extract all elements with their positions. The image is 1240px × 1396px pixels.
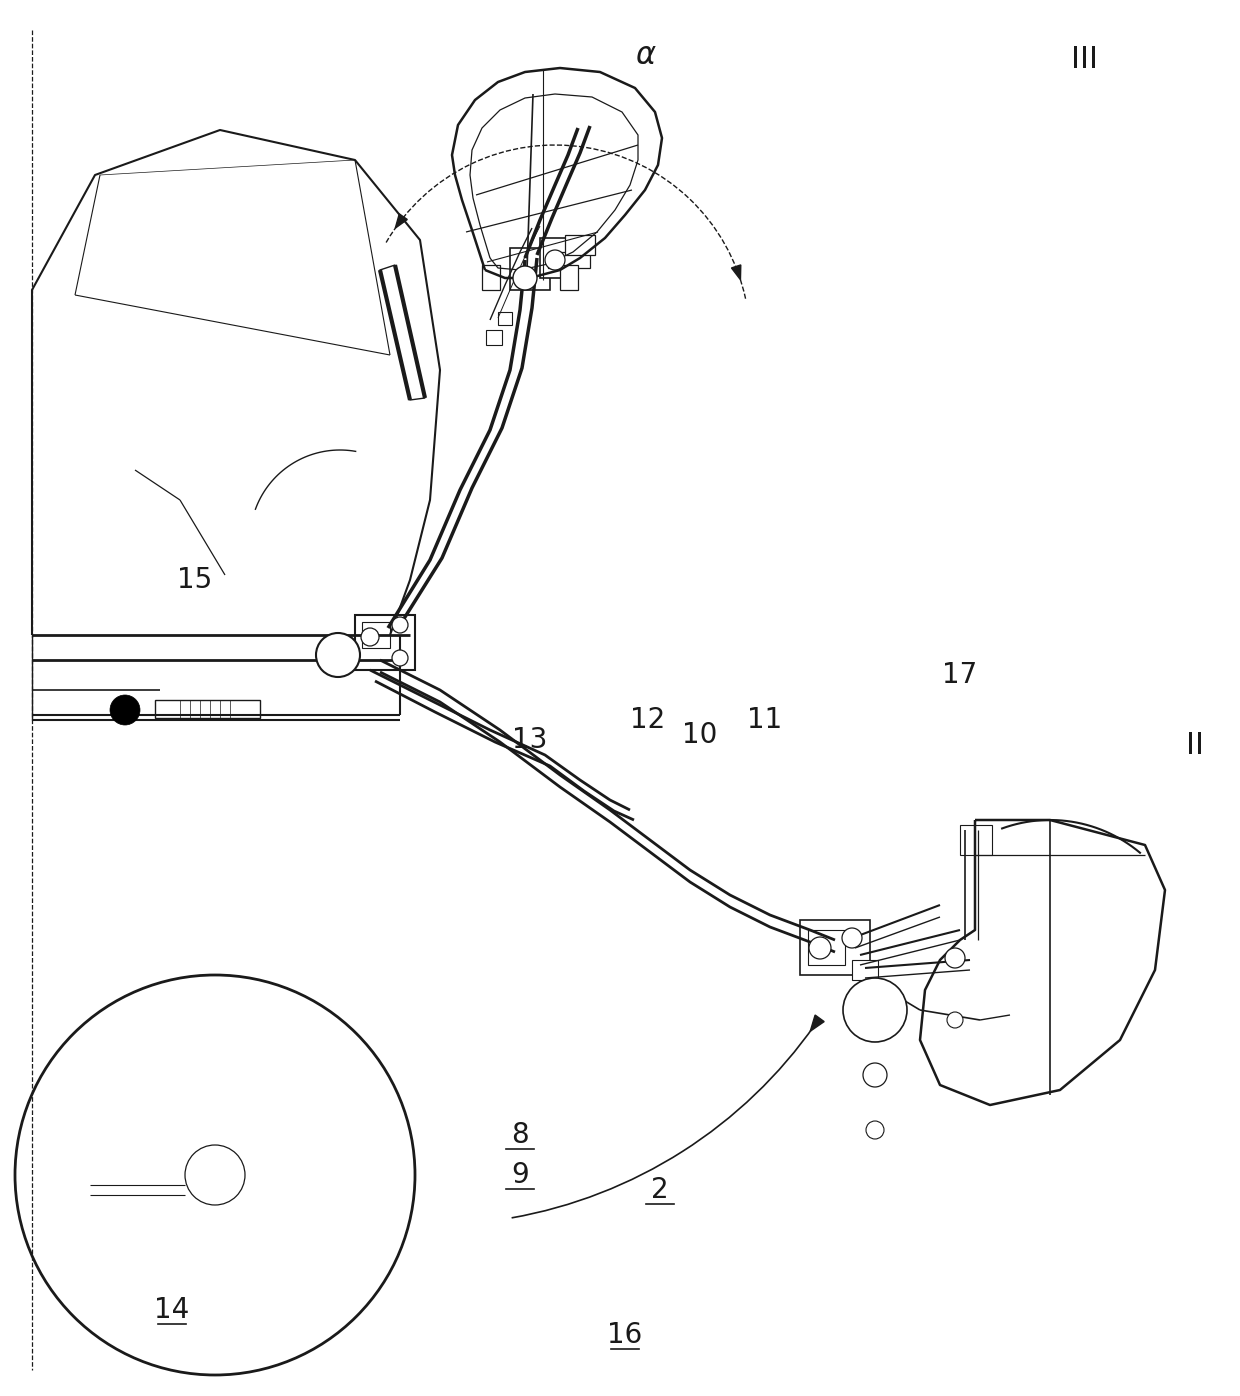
Circle shape: [808, 937, 831, 959]
Polygon shape: [960, 825, 992, 854]
Polygon shape: [565, 235, 595, 255]
Text: II: II: [1185, 730, 1204, 759]
Polygon shape: [800, 920, 870, 974]
Circle shape: [392, 617, 408, 632]
Circle shape: [316, 632, 360, 677]
Circle shape: [110, 695, 140, 725]
Circle shape: [863, 1062, 887, 1087]
Circle shape: [546, 250, 565, 269]
Polygon shape: [396, 214, 407, 228]
Text: 16: 16: [608, 1321, 642, 1349]
Polygon shape: [732, 265, 740, 279]
Polygon shape: [852, 960, 878, 980]
Polygon shape: [355, 616, 415, 670]
Polygon shape: [808, 930, 844, 965]
Text: α: α: [635, 40, 655, 70]
Circle shape: [361, 628, 379, 646]
Polygon shape: [362, 623, 391, 648]
Text: 10: 10: [682, 720, 718, 750]
Polygon shape: [560, 265, 578, 290]
Text: 17: 17: [942, 660, 977, 690]
Polygon shape: [548, 253, 590, 268]
Text: III: III: [1071, 46, 1099, 74]
Polygon shape: [482, 265, 500, 290]
Circle shape: [392, 651, 408, 666]
Text: 2: 2: [651, 1175, 668, 1203]
Circle shape: [842, 928, 862, 948]
Polygon shape: [539, 237, 575, 278]
Circle shape: [947, 1012, 963, 1027]
Circle shape: [945, 948, 965, 967]
Circle shape: [513, 267, 537, 290]
Polygon shape: [498, 311, 512, 325]
Text: 8: 8: [511, 1121, 528, 1149]
Text: 12: 12: [630, 706, 666, 734]
Text: 9: 9: [511, 1161, 529, 1189]
Polygon shape: [374, 651, 401, 662]
Polygon shape: [810, 1015, 825, 1032]
Text: 11: 11: [748, 706, 782, 734]
Polygon shape: [486, 329, 502, 345]
Circle shape: [15, 974, 415, 1375]
Text: 13: 13: [512, 726, 548, 754]
Circle shape: [185, 1145, 246, 1205]
Circle shape: [866, 1121, 884, 1139]
Polygon shape: [510, 248, 551, 290]
Circle shape: [843, 979, 906, 1041]
Text: 14: 14: [154, 1295, 190, 1323]
Polygon shape: [374, 628, 401, 639]
Polygon shape: [155, 699, 260, 718]
Text: 15: 15: [177, 565, 212, 595]
Polygon shape: [379, 265, 425, 401]
